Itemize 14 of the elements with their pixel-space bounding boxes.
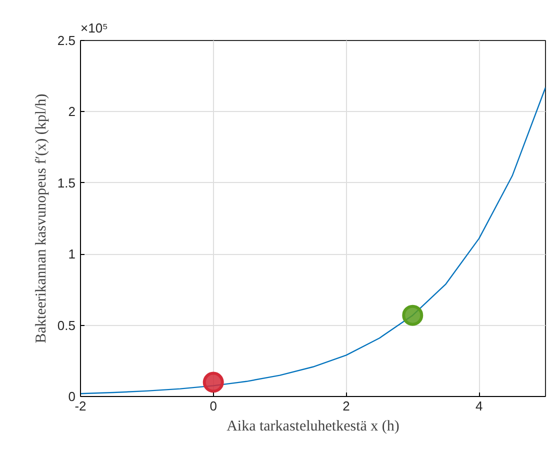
text: ×10⁵	[80, 20, 108, 36]
y-tick-label: 1	[68, 246, 76, 262]
y-tick-label: 2.5	[57, 33, 76, 48]
y-axis-title: Bakteerikannan kasvunopeus f′(x) (kpl/h)	[33, 94, 50, 344]
x-tick-label: 2	[342, 398, 350, 414]
y-tick-label: 2	[68, 104, 76, 120]
x-tick-label: 4	[475, 398, 483, 414]
y-tick-label: 0.5	[57, 318, 76, 333]
x-axis-title: Aika tarkasteluhetkestä x (h)	[226, 418, 400, 434]
x-tick-label: 0	[210, 398, 217, 414]
y-tick-label: 0	[68, 389, 76, 404]
y-tick-label: 1.5	[57, 175, 76, 190]
line-series	[80, 86, 546, 394]
x-tick-label: -2	[74, 398, 86, 414]
